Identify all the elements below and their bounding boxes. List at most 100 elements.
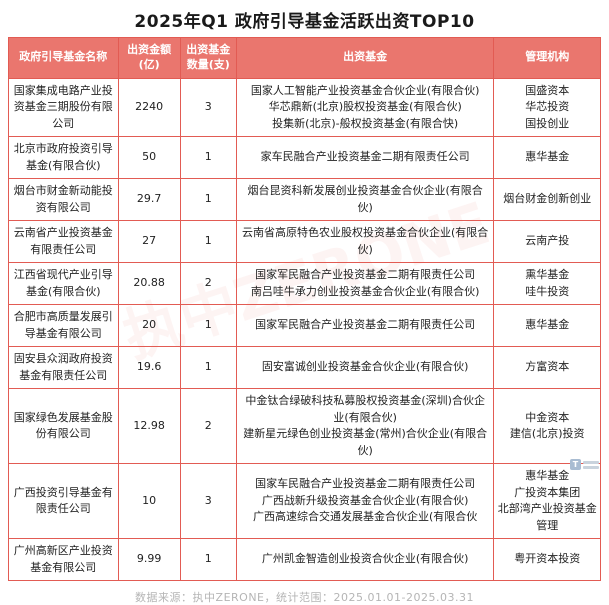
cell-line: 国家人工智能产业投资基金合伙企业(有限合伙) xyxy=(250,83,480,97)
invested-funds-cell: 国家军民融合产业投资基金二期有限责任公司 南吕哇牛承力创业投资基金合伙企业(有限合… xyxy=(235,262,495,306)
amount-cell: 20 xyxy=(117,304,181,348)
invested-funds-cell: 固安富诚创业投资基金合伙企业(有限合伙) xyxy=(235,346,495,390)
fund-name-cell: 广州高新区产业投资基金有限公司 xyxy=(8,538,119,582)
cell-line: 广州凯金智造创业投资合伙企业(有限合伙) xyxy=(261,552,469,566)
cell-line: 29.7 xyxy=(136,192,162,206)
column-header: 政府引导基金名称 xyxy=(8,37,119,79)
cell-line: 广投资本集团 xyxy=(514,485,581,499)
fund-name-cell: 国家绿色发展基金股份有限公司 xyxy=(8,388,119,465)
cell-line: 云南省高原特色农业股权投资基金合伙企业(有限合伙) xyxy=(242,226,489,256)
cell-line: 国投创业 xyxy=(525,116,570,130)
cell-line: 20 xyxy=(142,318,157,332)
cell-line: 云南产投 xyxy=(525,234,570,248)
count-cell: 1 xyxy=(179,538,237,582)
count-cell: 2 xyxy=(179,388,237,465)
cell-line: 云南省产业投资基金有限责任公司 xyxy=(13,226,113,256)
invested-funds-cell: 国家人工智能产业投资基金合伙企业(有限合伙) 华芯鼎新(北京)股权投资基金(有限合… xyxy=(235,77,495,138)
manager-cell: 国盛资本华芯投资国投创业 xyxy=(493,77,601,138)
table-row: 北京市政府投资引导基金(有限合伙) 50 1 家车民融合产业投资基金二期有限责任公司 惠… xyxy=(8,136,601,180)
cell-line: 12.98 xyxy=(133,418,165,432)
amount-cell: 12.98 xyxy=(117,388,181,465)
cell-line: 固安县众润政府投资基金有限责任公司 xyxy=(13,352,113,382)
cell-line: 国盛资本 xyxy=(525,83,570,97)
invested-funds-cell: 广州凯金智造创业投资合伙企业(有限合伙) xyxy=(235,538,495,582)
cell-line: 惠华基金 xyxy=(525,318,570,332)
count-cell: 3 xyxy=(179,463,237,540)
count-cell: 3 xyxy=(179,77,237,138)
manager-cell: 粤开资本投资 xyxy=(493,538,601,582)
fund-name-cell: 国家集成电路产业投资基金三期股份有限公司 xyxy=(8,77,119,138)
cell-line: 华芯鼎新(北京)股权投资基金(有限合伙) xyxy=(268,100,462,114)
cell-line: 1 xyxy=(204,318,212,332)
top10-table-wrapper: 政府引导基金名称 出资金额(亿) 出资基金数量(支) 出资基金 管理机构 国家集成电路产… xyxy=(0,37,609,582)
cell-line: 10 xyxy=(142,493,157,507)
cell-line: 家车民融合产业投资基金二期有限责任公司 xyxy=(260,150,470,164)
cell-line: 烟台财金创新创业 xyxy=(503,192,592,206)
amount-cell: 27 xyxy=(117,220,181,264)
cell-line: 1 xyxy=(204,552,212,566)
cell-line: 1 xyxy=(204,234,212,248)
cell-line: 国家车民融合产业投资基金二期有限责任公司 xyxy=(255,477,476,491)
count-cell: 1 xyxy=(179,346,237,390)
cell-line: 华芯投资 xyxy=(525,100,570,114)
count-cell: 2 xyxy=(179,262,237,306)
table-row: 广州高新区产业投资基金有限公司 9.99 1 广州凯金智造创业投资合伙企业(有限合伙)… xyxy=(8,538,601,582)
cell-line: 20.88 xyxy=(133,276,165,290)
cell-line: 中金资本 xyxy=(525,410,570,424)
cell-line: 合肥市高质量发展引导基金有限公司 xyxy=(13,310,113,340)
fund-name-cell: 广西投资引导基金有限责任公司 xyxy=(8,463,119,540)
amount-cell: 9.99 xyxy=(117,538,181,582)
manager-cell: 烟台财金创新创业 xyxy=(493,178,601,222)
cell-line: 广西投资引导基金有限责任公司 xyxy=(13,485,113,516)
cell-line: 北部湾产业投资基金管理 xyxy=(497,502,597,532)
amount-cell: 50 xyxy=(117,136,181,180)
cell-line: 北京市政府投资引导基金(有限合伙) xyxy=(13,142,113,172)
table-header-row: 政府引导基金名称 出资金额(亿) 出资基金数量(支) 出资基金 管理机构 xyxy=(8,37,601,79)
cell-line: 江西省现代产业引导基金(有限合伙) xyxy=(13,268,113,298)
cell-line: 国家绿色发展基金股份有限公司 xyxy=(13,410,113,441)
cell-line: 国家集成电路产业投资基金三期股份有限公司 xyxy=(13,83,113,130)
cell-line: 粤开资本投资 xyxy=(514,552,581,566)
fund-name-cell: 固安县众润政府投资基金有限责任公司 xyxy=(8,346,119,390)
column-header: 管理机构 xyxy=(493,37,601,79)
invested-funds-cell: 烟台昆资科新发展创业投资基金合伙企业(有限合伙) xyxy=(235,178,495,222)
invested-funds-cell: 国家军民融合产业投资基金二期有限责任公司 xyxy=(235,304,495,348)
cell-line: 2 xyxy=(204,276,212,290)
cell-line: 广西战新升级投资基金合伙企业(有限合伙) xyxy=(261,493,469,507)
cell-line: 中金钛合绿破科技私募股权投资基金(深圳)合伙企业(有限合伙) xyxy=(245,394,485,424)
cell-line: 3 xyxy=(204,100,212,114)
cell-line: 惠华基金 xyxy=(525,469,570,483)
count-cell: 1 xyxy=(179,304,237,348)
cell-line: 2 xyxy=(204,418,212,432)
count-cell: 1 xyxy=(179,178,237,222)
invested-funds-cell: 云南省高原特色农业股权投资基金合伙企业(有限合伙) xyxy=(235,220,495,264)
cell-line: 建新星元绿色创业投资基金(常州)合伙企业(有限合伙) xyxy=(243,427,488,457)
watermark-logo-icon: T xyxy=(570,459,581,470)
fund-name-cell: 云南省产业投资基金有限责任公司 xyxy=(8,220,119,264)
cell-line: 广州高新区产业投资基金有限公司 xyxy=(13,544,113,574)
cell-line: 2240 xyxy=(135,100,164,114)
cell-line: 固安富诚创业投资基金合伙企业(有限合伙) xyxy=(261,360,469,374)
cell-line: 国家军民融合产业投资基金二期有限责任公司 xyxy=(255,318,476,332)
amount-cell: 29.7 xyxy=(117,178,181,222)
table-body: 国家集成电路产业投资基金三期股份有限公司 2240 3 国家人工智能产业投资基金合伙企… xyxy=(8,77,601,582)
manager-cell: 方富资本 xyxy=(493,346,601,390)
table-row: 云南省产业投资基金有限责任公司 27 1 云南省高原特色农业股权投资基金合伙企业(有限… xyxy=(8,220,601,264)
invested-funds-cell: 中金钛合绿破科技私募股权投资基金(深圳)合伙企业(有限合伙) 建新星元绿色创业投资… xyxy=(235,388,495,465)
table-row: 烟台市财金新动能投资有限公司 29.7 1 烟台昆资科新发展创业投资基金合伙企业(有限… xyxy=(8,178,601,222)
cell-line: 熏华基金 xyxy=(525,268,570,282)
amount-cell: 2240 xyxy=(117,77,181,138)
watermark-logo-text xyxy=(583,460,599,469)
cell-line: 投集新(北京)-般权投资基金(有限合快) xyxy=(272,116,459,130)
cell-line: 烟台昆资科新发展创业投资基金合伙企业(有限合伙) xyxy=(247,184,483,214)
amount-cell: 19.6 xyxy=(117,346,181,390)
cell-line: 广西高速综合交通发展基金合伙企业(有限合伙 xyxy=(253,510,478,524)
cell-line: 27 xyxy=(142,234,157,248)
cell-line: 1 xyxy=(204,150,212,164)
table-row: 合肥市高质量发展引导基金有限公司 20 1 国家军民融合产业投资基金二期有限责任公司 惠… xyxy=(8,304,601,348)
table-row: 国家集成电路产业投资基金三期股份有限公司 2240 3 国家人工智能产业投资基金合伙企… xyxy=(8,77,601,138)
column-header: 出资基金 xyxy=(235,37,495,79)
table-row: 国家绿色发展基金股份有限公司 12.98 2 中金钛合绿破科技私募股权投资基金(深圳)… xyxy=(8,388,601,465)
fund-name-cell: 烟台市财金新动能投资有限公司 xyxy=(8,178,119,222)
count-cell: 1 xyxy=(179,136,237,180)
